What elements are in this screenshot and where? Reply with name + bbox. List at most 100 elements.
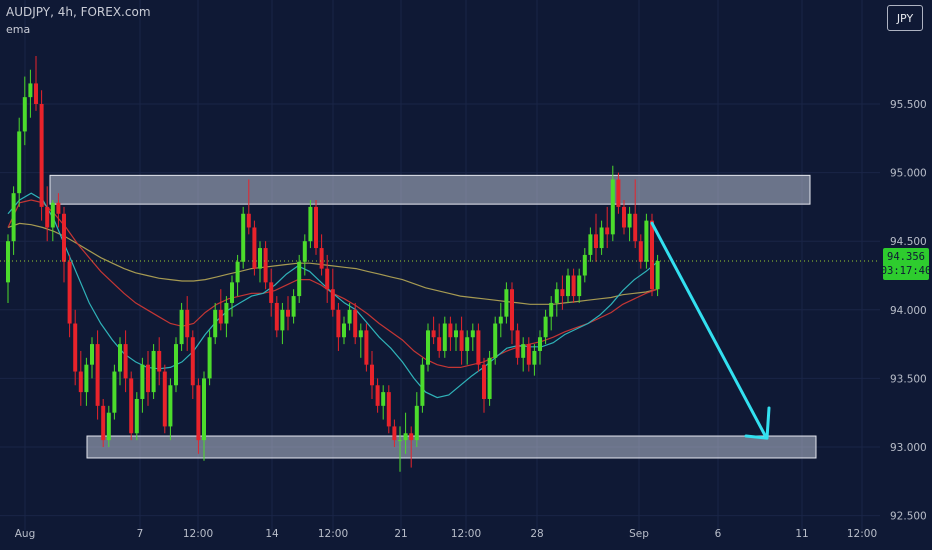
candle-body	[633, 213, 638, 242]
x-tick-label: 11	[795, 528, 808, 540]
candle	[129, 371, 134, 441]
candle	[213, 302, 218, 345]
candle-body	[353, 309, 358, 338]
candle-body	[252, 227, 257, 269]
candle-body	[403, 433, 408, 441]
candle	[67, 254, 72, 338]
candle-body	[28, 83, 33, 98]
candle	[269, 268, 274, 317]
candle-body	[185, 309, 190, 338]
candle-body	[62, 213, 66, 262]
candle-body	[554, 289, 559, 303]
candle-body	[67, 261, 72, 324]
candle	[605, 206, 610, 249]
candle-body	[459, 330, 464, 351]
candle	[566, 268, 570, 303]
candle-body	[319, 248, 324, 269]
candle	[560, 275, 565, 310]
candle-body	[6, 241, 10, 283]
x-tick-label: 12:00	[847, 528, 877, 540]
candle	[95, 330, 100, 420]
candle	[616, 172, 621, 214]
candle	[504, 282, 509, 324]
candle	[196, 378, 201, 454]
candle	[487, 350, 492, 406]
candle	[381, 385, 386, 420]
candle	[207, 330, 212, 386]
candle	[168, 378, 173, 441]
candle	[650, 213, 654, 297]
candle-body	[101, 405, 106, 441]
candle	[202, 371, 206, 461]
candle-body	[347, 309, 352, 324]
candle	[431, 316, 436, 345]
zone-support	[86, 435, 817, 459]
indicator-label[interactable]: ema	[6, 23, 31, 36]
candle	[498, 302, 503, 338]
candle-body	[515, 330, 520, 358]
candle	[157, 337, 162, 386]
candle	[56, 193, 61, 228]
candle	[39, 90, 44, 221]
candle	[218, 289, 223, 331]
x-axis[interactable]: Aug 7 12:00 14 12:00 21 12:00 28 Sep 6 11 12:00	[15, 528, 877, 540]
x-tick-label: 12:00	[451, 528, 481, 540]
candle-body	[218, 309, 223, 324]
candle	[638, 234, 643, 269]
candle-body	[39, 104, 44, 207]
candle-body	[140, 364, 145, 399]
candle-body	[538, 337, 542, 351]
projection-arrow-shaft	[650, 221, 768, 439]
candle-body	[560, 289, 565, 297]
candle	[319, 234, 324, 276]
candle-body	[269, 282, 274, 303]
currency-button[interactable]: JPY	[887, 5, 923, 31]
candle	[73, 309, 78, 386]
candle-body	[56, 202, 61, 214]
candle-body	[358, 330, 363, 338]
candle-body	[157, 350, 162, 372]
candle-body	[487, 357, 492, 399]
y-tick-label: 92.500	[890, 511, 927, 523]
candle-body	[134, 398, 139, 434]
candle-body	[655, 260, 660, 290]
candle	[90, 337, 94, 379]
candle	[582, 248, 587, 283]
candle	[358, 323, 363, 358]
y-axis[interactable]: 95.500 95.000 94.500 94.000 93.500 93.000 92.5…	[890, 99, 927, 523]
candle-body	[594, 234, 598, 249]
candle-body	[302, 241, 307, 262]
bar-countdown: 03:17:40	[880, 265, 932, 277]
candle	[532, 344, 537, 376]
candle	[308, 200, 313, 249]
candle-body	[286, 309, 290, 317]
x-tick-label: 21	[394, 528, 407, 540]
candle-body	[510, 289, 514, 331]
candle	[101, 398, 106, 447]
candle-body	[123, 344, 128, 379]
candle	[526, 337, 531, 372]
zone-resistance	[49, 174, 811, 205]
candle-body	[202, 378, 206, 441]
candle	[465, 330, 470, 365]
candle	[6, 234, 10, 303]
candle	[179, 302, 184, 351]
candle	[482, 357, 486, 413]
zones	[49, 174, 817, 459]
candle	[577, 268, 582, 303]
candle-body	[50, 202, 55, 228]
y-tick-label: 94.000	[890, 305, 927, 317]
candle	[599, 220, 604, 255]
candle	[353, 302, 358, 345]
candle-body	[476, 330, 481, 365]
candle	[118, 337, 122, 386]
candle	[11, 186, 16, 255]
candle	[330, 268, 335, 317]
candle	[246, 179, 251, 235]
candle	[50, 200, 55, 242]
candle	[622, 200, 626, 235]
candle	[28, 69, 33, 118]
candle-body	[330, 289, 335, 310]
candle-body	[325, 268, 330, 290]
